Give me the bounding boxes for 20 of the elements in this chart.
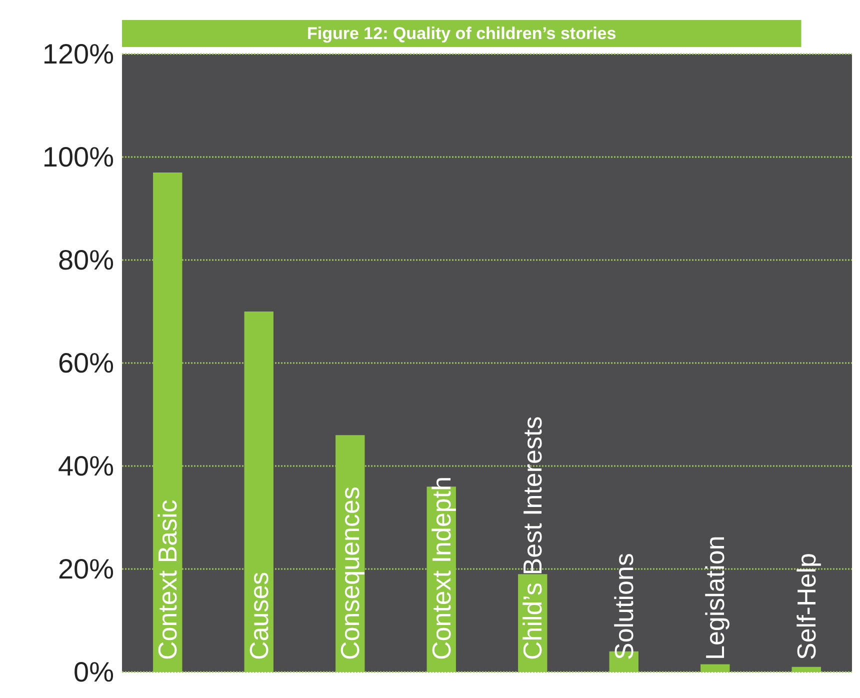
x-tick-label: Causes [244, 572, 274, 660]
bar [700, 664, 730, 672]
y-tick-label: 60% [58, 348, 114, 378]
x-tick-label: Context Basic [152, 500, 183, 660]
bar [244, 312, 274, 672]
bar [153, 172, 182, 672]
x-tick-label: Child’s Best Interests [518, 416, 548, 660]
bar [792, 666, 821, 672]
y-tick-label: 100% [42, 142, 114, 172]
chart-title: Figure 12: Quality of children’s stories [307, 24, 616, 43]
x-tick-label: Legislation [700, 536, 730, 660]
x-tick-label: Self-Help [791, 553, 822, 660]
y-tick-label: 120% [42, 38, 114, 70]
x-tick-label: Solutions [608, 553, 639, 660]
y-tick-label: 20% [58, 554, 114, 584]
y-tick-label: 40% [58, 450, 114, 482]
y-tick-label: 0% [74, 656, 114, 688]
x-tick-label: Consequences [335, 486, 366, 660]
y-tick-label: 80% [58, 244, 114, 276]
x-tick-label: Context Indepth [426, 476, 456, 660]
